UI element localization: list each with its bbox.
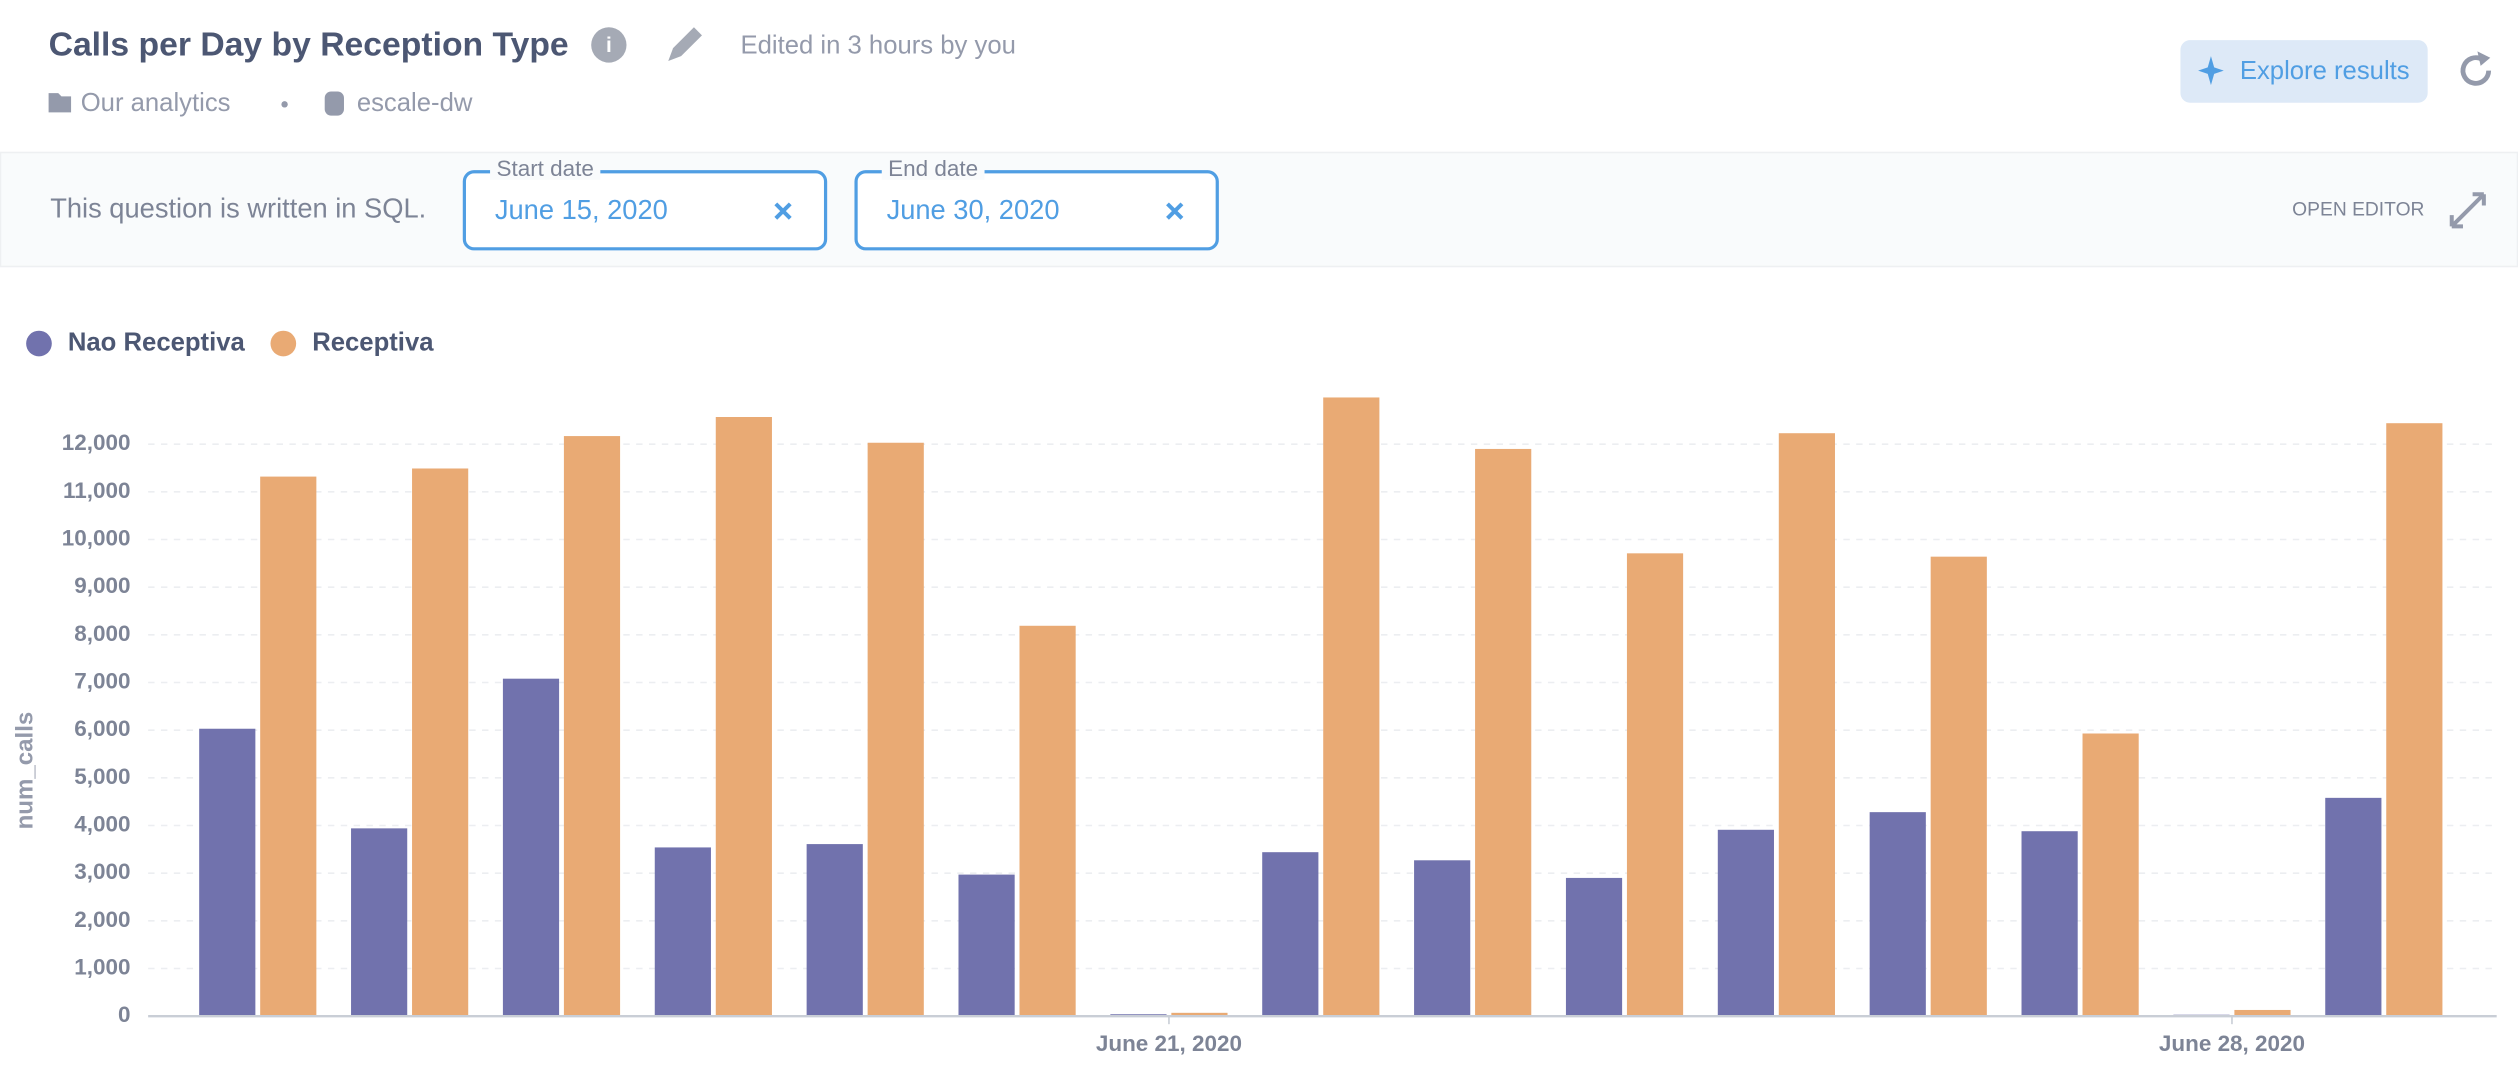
y-tick-label: 9,000 bbox=[74, 573, 130, 598]
bar bbox=[502, 678, 560, 1017]
y-tick-label: 7,000 bbox=[74, 668, 130, 693]
explore-label: Explore results bbox=[2240, 57, 2410, 85]
y-axis-label: num_calls bbox=[11, 712, 38, 830]
y-tick-label: 3,000 bbox=[74, 859, 130, 884]
y-tick-label: 5,000 bbox=[74, 764, 130, 789]
bar bbox=[1626, 553, 1684, 1017]
bar bbox=[806, 844, 863, 1017]
filter-label-bg bbox=[490, 160, 601, 180]
sql-note: This question is written in SQL. bbox=[50, 192, 426, 223]
bar bbox=[260, 476, 317, 1017]
database-link[interactable]: escale-dw bbox=[357, 89, 473, 117]
collection-link[interactable]: Our analytics bbox=[81, 89, 231, 117]
edit-icon[interactable] bbox=[668, 27, 702, 62]
bar bbox=[1565, 877, 1623, 1017]
legend-label: Nao Receptiva bbox=[68, 328, 246, 356]
bar bbox=[2325, 797, 2382, 1017]
y-tick-label: 0 bbox=[118, 1002, 130, 1027]
y-tick-label: 1,000 bbox=[74, 954, 130, 979]
filter-bar bbox=[0, 151, 2518, 268]
x-tick-label: June 21, 2020 bbox=[1096, 1031, 1242, 1056]
question-title: Calls per Day by Reception Type bbox=[49, 25, 569, 63]
bar bbox=[1019, 625, 1076, 1017]
y-tick-label: 12,000 bbox=[62, 430, 131, 455]
bar bbox=[867, 442, 924, 1017]
expand-icon[interactable] bbox=[2449, 192, 2486, 229]
clear-icon[interactable] bbox=[1166, 202, 1184, 220]
x-tick-label: June 28, 2020 bbox=[2159, 1031, 2305, 1056]
bar bbox=[2082, 733, 2139, 1017]
bar bbox=[1930, 556, 1987, 1017]
bar bbox=[1323, 397, 1380, 1017]
legend-label: Receptiva bbox=[312, 328, 434, 356]
open-editor[interactable]: OPEN EDITOR bbox=[2292, 199, 2424, 220]
legend-swatch bbox=[270, 330, 297, 357]
bar bbox=[563, 436, 621, 1017]
filter-label-bg bbox=[881, 160, 985, 180]
bar bbox=[351, 828, 408, 1017]
separator bbox=[281, 101, 288, 108]
bar bbox=[1475, 448, 1532, 1017]
refresh-icon[interactable] bbox=[2460, 55, 2492, 86]
y-tick-label: 10,000 bbox=[62, 525, 131, 550]
filter-widget[interactable] bbox=[854, 170, 1219, 251]
bar bbox=[412, 468, 469, 1017]
clear-icon[interactable] bbox=[774, 202, 792, 220]
y-tick-label: 8,000 bbox=[74, 621, 130, 646]
refresh-arrow bbox=[2477, 51, 2491, 66]
folder-icon bbox=[48, 93, 72, 113]
y-tick-label: 4,000 bbox=[74, 811, 130, 836]
bar bbox=[1171, 1012, 1228, 1017]
bar bbox=[654, 847, 711, 1017]
y-tick-label: 11,000 bbox=[63, 478, 130, 503]
info-icon[interactable] bbox=[591, 27, 627, 63]
bar bbox=[958, 874, 1015, 1017]
bar bbox=[2021, 831, 2078, 1017]
bar bbox=[2386, 423, 2443, 1017]
edited-note: Edited in 3 hours by you bbox=[740, 31, 1015, 59]
database-icon bbox=[324, 91, 344, 116]
filter-label: End date bbox=[888, 156, 978, 181]
bar bbox=[1262, 852, 1319, 1017]
filter-value: June 15, 2020 bbox=[495, 194, 668, 225]
bar bbox=[199, 728, 256, 1017]
bar bbox=[715, 417, 772, 1017]
bar bbox=[2234, 1009, 2291, 1017]
y-tick-label: 2,000 bbox=[74, 907, 130, 932]
bar bbox=[1717, 829, 1774, 1017]
legend-swatch bbox=[26, 330, 52, 357]
bar bbox=[1778, 433, 1835, 1017]
bar bbox=[1414, 860, 1471, 1017]
sparkle-icon bbox=[2198, 56, 2224, 86]
y-tick-label: 6,000 bbox=[74, 716, 130, 741]
info-glyph: i bbox=[606, 34, 612, 57]
filter-value: June 30, 2020 bbox=[887, 194, 1060, 225]
bar bbox=[1869, 812, 1926, 1017]
filter-widget[interactable] bbox=[462, 170, 828, 251]
explore-button[interactable] bbox=[2180, 40, 2428, 103]
filter-label: Start date bbox=[496, 156, 593, 181]
